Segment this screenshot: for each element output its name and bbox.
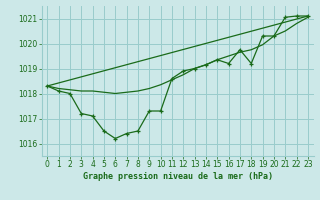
X-axis label: Graphe pression niveau de la mer (hPa): Graphe pression niveau de la mer (hPa) [83, 172, 273, 181]
